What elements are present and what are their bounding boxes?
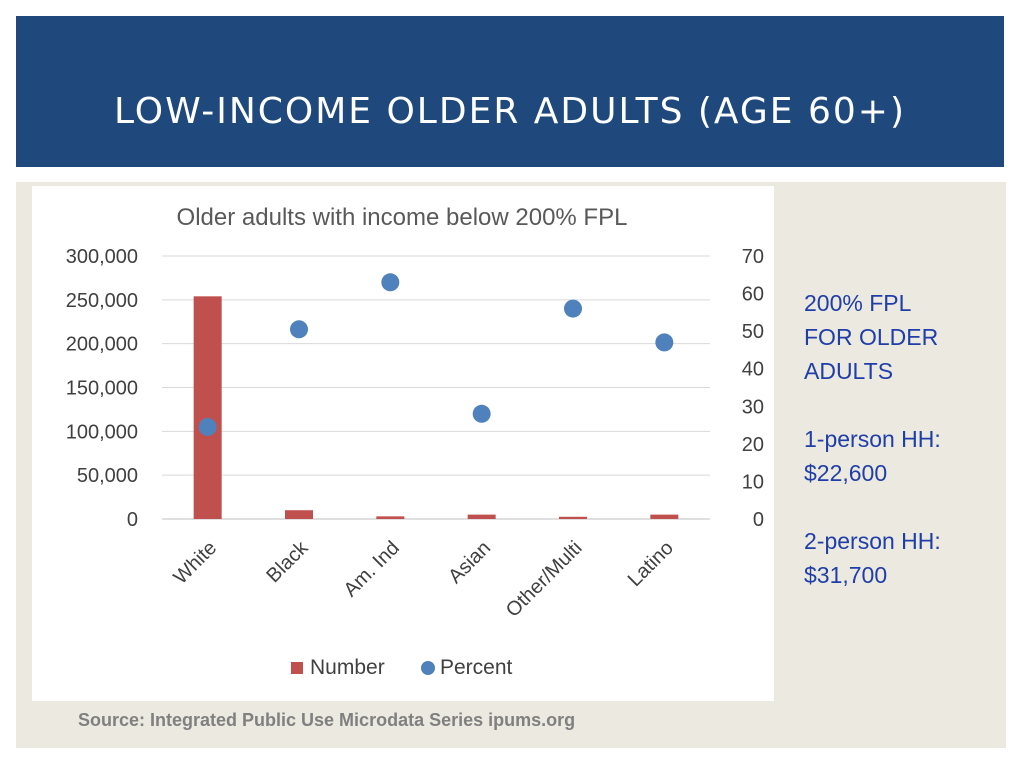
bar-white [193,296,222,519]
point-other-multi [564,299,582,318]
two-person-value: $31,700 [804,562,888,588]
chart-svg: Older adults with income below 200% FPL … [66,204,764,679]
title-bar: Low-Income Older Adults (Age 60+) [16,16,1004,167]
chart-title: Older adults with income below 200% FPL [177,204,628,231]
source-note: Source: Integrated Public Use Microdata … [78,710,576,730]
fpl-heading-line-1: 200% FPL [804,290,912,316]
left-tick-label: 200,000 [66,334,138,356]
legend-number-swatch [291,662,303,674]
bar-am-ind [376,516,405,519]
category-axis: White Black Am. Ind Asian Other/Multi Latino [169,536,677,621]
fpl-info-panel: 200% FPL FOR OLDER ADULTS 1-person HH: $… [804,286,1004,592]
bar-other-multi [559,516,587,519]
category-label: Am. Ind [340,537,404,601]
right-tick-label: 0 [753,509,764,531]
bar-black [285,510,313,519]
category-label: Other/Multi [502,537,587,622]
left-tick-label: 250,000 [66,290,138,312]
right-tick-label: 20 [742,434,764,456]
chart-card: Older adults with income below 200% FPL … [32,186,774,701]
right-tick-label: 30 [742,396,764,418]
legend: Number Percent [291,656,513,679]
right-tick-label: 40 [742,359,764,381]
left-tick-label: 0 [127,509,138,531]
point-series [198,273,674,436]
one-person-value: $22,600 [804,460,888,486]
gridlines [162,255,710,520]
category-label: Asian [444,537,495,588]
bar-asian [467,514,496,519]
one-person-label: 1-person HH: [804,426,941,452]
point-black [290,320,308,339]
left-tick-label: 300,000 [66,246,138,268]
point-latino [655,333,674,352]
two-person-label: 2-person HH: [804,528,941,554]
point-white [198,417,217,436]
legend-percent-label: Percent [440,656,513,679]
category-label: Black [262,536,313,587]
bar-latino [650,514,679,519]
right-tick-label: 60 [742,284,764,306]
right-tick-label: 70 [742,246,764,268]
right-tick-label: 10 [742,471,764,493]
slide-title: Low-Income Older Adults (Age 60+) [113,91,907,132]
legend-number-label: Number [310,656,385,679]
right-tick-label: 50 [742,321,764,343]
fpl-heading-line-2: FOR OLDER [804,324,939,350]
point-am-ind [381,273,400,292]
left-tick-label: 150,000 [66,378,138,400]
point-asian [472,404,491,423]
fpl-heading-line-3: ADULTS [804,358,894,384]
category-label: White [169,537,221,589]
category-label: Latino [624,537,678,591]
left-axis: 0 50,000 100,000 150,000 200,000 250,000 300,0… [66,246,138,531]
right-axis: 0 10 20 30 40 50 60 70 [742,246,764,531]
left-tick-label: 50,000 [77,465,138,487]
left-tick-label: 100,000 [66,421,138,443]
legend-percent-marker [421,661,435,675]
bar-series [193,296,679,519]
